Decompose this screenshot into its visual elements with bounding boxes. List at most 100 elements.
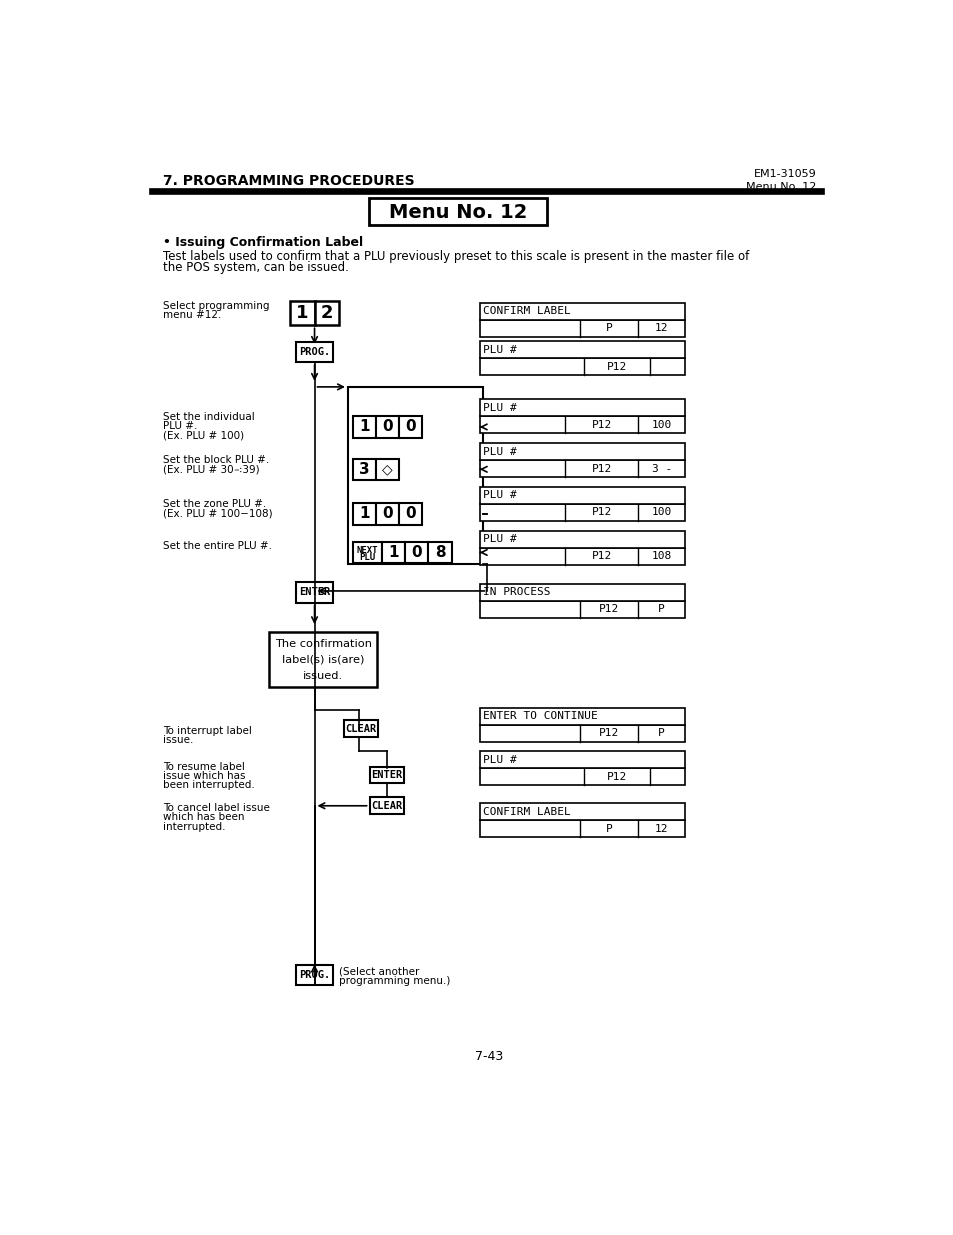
Bar [479, 399, 684, 416]
Text: P: P [658, 729, 664, 739]
Text: the POS system, can be issued.: the POS system, can be issued. [163, 261, 349, 274]
Text: PLU: PLU [359, 552, 375, 562]
Text: P12: P12 [591, 463, 611, 473]
Bar [479, 504, 684, 521]
Bar [290, 300, 314, 325]
Text: P12: P12 [591, 551, 611, 561]
Text: PLU #: PLU # [483, 755, 517, 764]
Bar [479, 443, 684, 461]
Bar [369, 767, 403, 783]
Bar [479, 751, 684, 768]
Text: ENTER: ENTER [371, 769, 402, 781]
Text: 100: 100 [651, 508, 671, 517]
Text: issue which has: issue which has [163, 771, 246, 781]
Bar [479, 320, 684, 337]
Text: The confirmation: The confirmation [274, 638, 371, 650]
Text: P12: P12 [606, 772, 627, 782]
Text: Set the entire PLU #.: Set the entire PLU #. [163, 541, 273, 551]
Text: 12: 12 [655, 824, 668, 834]
Bar [295, 583, 333, 603]
Text: Menu No. 12: Menu No. 12 [745, 182, 816, 191]
Bar [479, 768, 684, 785]
Bar [479, 708, 684, 725]
Text: 3: 3 [358, 462, 369, 477]
Text: been interrupted.: been interrupted. [163, 781, 254, 790]
Text: menu #12.: menu #12. [163, 310, 221, 320]
Bar [269, 632, 377, 687]
Text: To resume label: To resume label [163, 762, 245, 772]
Text: 0: 0 [382, 420, 393, 435]
Bar [295, 342, 333, 362]
Text: issue.: issue. [163, 735, 193, 746]
Text: which has been: which has been [163, 813, 245, 823]
Bar [479, 548, 684, 564]
Text: NEXT: NEXT [356, 546, 377, 555]
Bar [353, 542, 381, 563]
Bar [375, 416, 398, 437]
Bar [353, 503, 375, 525]
Text: ENTER TO CONTINUE: ENTER TO CONTINUE [483, 711, 598, 721]
Text: Test labels used to confirm that a PLU previously preset to this scale is presen: Test labels used to confirm that a PLU p… [163, 249, 749, 263]
Bar [150, 189, 823, 194]
Text: CONFIRM LABEL: CONFIRM LABEL [483, 806, 571, 816]
Text: (Ex. PLU # 100): (Ex. PLU # 100) [163, 431, 244, 441]
Text: IN PROCESS: IN PROCESS [483, 588, 551, 598]
Bar [479, 601, 684, 618]
Text: Set the individual: Set the individual [163, 412, 254, 422]
Text: CLEAR: CLEAR [371, 800, 402, 811]
Text: 1: 1 [358, 420, 369, 435]
Text: 1: 1 [295, 304, 308, 322]
Text: P: P [605, 324, 612, 333]
Bar [479, 584, 684, 601]
Bar [353, 416, 375, 437]
Bar [479, 487, 684, 504]
Text: 3 -: 3 - [651, 463, 671, 473]
Text: (Ex. PLU # 100−108): (Ex. PLU # 100−108) [163, 508, 273, 519]
Text: PLU #: PLU # [483, 447, 517, 457]
Text: • Issuing Confirmation Label: • Issuing Confirmation Label [163, 236, 363, 249]
Text: Select programming: Select programming [163, 301, 270, 311]
Text: 0: 0 [382, 506, 393, 521]
Text: P12: P12 [591, 508, 611, 517]
Text: PLU #: PLU # [483, 403, 517, 412]
Text: 0: 0 [405, 506, 416, 521]
Text: Menu No. 12: Menu No. 12 [388, 203, 527, 221]
Text: ENTER: ENTER [298, 588, 330, 598]
Bar [375, 458, 398, 480]
Text: 2: 2 [320, 304, 333, 322]
Text: 0: 0 [411, 545, 422, 559]
Text: P12: P12 [598, 729, 618, 739]
Bar [369, 798, 403, 814]
Text: P12: P12 [606, 362, 627, 372]
Text: 108: 108 [651, 551, 671, 561]
Bar [479, 358, 684, 375]
Text: To interrupt label: To interrupt label [163, 726, 252, 736]
Bar [479, 461, 684, 477]
Text: 7-43: 7-43 [475, 1050, 502, 1063]
Text: P: P [605, 824, 612, 834]
Text: PLU #.: PLU #. [163, 421, 197, 431]
Text: P: P [658, 604, 664, 615]
Bar [479, 341, 684, 358]
Bar [479, 303, 684, 320]
Bar [479, 725, 684, 742]
Bar [369, 199, 546, 225]
Text: To cancel label issue: To cancel label issue [163, 803, 270, 813]
Bar [479, 416, 684, 433]
Text: (Select another: (Select another [339, 966, 419, 977]
Text: PROG.: PROG. [298, 347, 330, 357]
Text: 1: 1 [358, 506, 369, 521]
Bar [479, 820, 684, 837]
Text: 7. PROGRAMMING PROCEDURES: 7. PROGRAMMING PROCEDURES [163, 174, 415, 188]
Bar [353, 458, 375, 480]
Text: ◇: ◇ [382, 462, 393, 477]
Bar [381, 542, 405, 563]
Bar [479, 531, 684, 548]
Text: PLU #: PLU # [483, 345, 517, 354]
Bar [398, 416, 422, 437]
Text: (Ex. PLU # 30∹39): (Ex. PLU # 30∹39) [163, 464, 260, 474]
Text: issued.: issued. [303, 672, 343, 682]
Text: interrupted.: interrupted. [163, 821, 226, 831]
Bar [344, 720, 377, 737]
Text: Set the block PLU #.: Set the block PLU #. [163, 454, 270, 466]
